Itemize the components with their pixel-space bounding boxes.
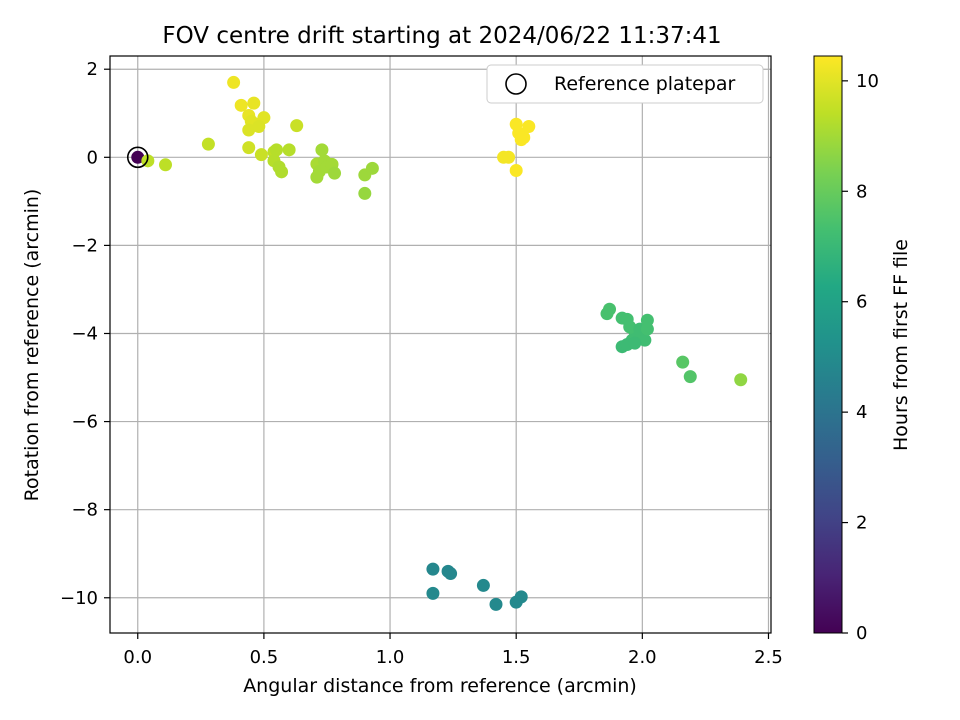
colorbar-tick-label: 6 — [856, 292, 867, 313]
scatter-point — [476, 578, 490, 592]
scatter-point — [444, 567, 458, 581]
scatter-point — [275, 165, 289, 179]
scatter-point — [365, 161, 379, 175]
scatter-point — [315, 143, 329, 157]
scatter-point — [234, 98, 248, 112]
colorbar-tick-label: 2 — [856, 513, 867, 534]
scatter-point — [426, 586, 440, 600]
plot-frame — [109, 55, 772, 634]
scatter-point — [603, 302, 617, 316]
plot-area: 0.0 0.5 1.0 1.5 2.0 2.5 2 0 −2 −4 −6 −8 −10 — [60, 55, 783, 668]
scatter-point — [328, 166, 342, 180]
x-axis-label: Angular distance from reference (arcmin) — [243, 675, 637, 697]
scatter-point — [514, 590, 528, 604]
y-tick-label: −2 — [71, 235, 98, 256]
axis-ticks: 0.0 0.5 1.0 1.5 2.0 2.5 2 0 −2 −4 −6 −8 −10 — [60, 59, 783, 668]
scatter-point — [282, 143, 296, 157]
colorbar-tick-label: 10 — [856, 71, 879, 92]
colorbar-tick-label: 8 — [856, 181, 867, 202]
y-tick-label: 0 — [87, 147, 98, 168]
scatter-point — [242, 141, 256, 155]
chart-title: FOV centre drift starting at 2024/06/22 … — [162, 23, 721, 49]
scatter-point — [509, 164, 523, 178]
scatter-point — [252, 119, 266, 133]
colorbar-tick-label: 4 — [856, 402, 867, 423]
scatter-point — [683, 370, 697, 384]
scatter-point — [517, 130, 531, 144]
x-tick-label: 0.5 — [250, 647, 279, 668]
legend-label-reference: Reference platepar — [554, 73, 736, 95]
scatter-point — [227, 75, 241, 89]
scatter-points — [126, 75, 748, 611]
y-tick-label: −8 — [71, 500, 98, 521]
scatter-point — [247, 96, 261, 110]
scatter-point — [502, 150, 516, 164]
scatter-point — [640, 322, 654, 336]
scatter-point — [254, 148, 268, 162]
scatter-point — [426, 562, 440, 576]
legend-box — [486, 64, 764, 104]
legend-marker-reference — [505, 73, 527, 95]
x-tick-label: 1.5 — [502, 647, 531, 668]
legend: Reference platepar — [486, 64, 764, 104]
scatter-point — [628, 336, 642, 350]
y-tick-label: 2 — [87, 59, 98, 80]
x-tick-label: 1.0 — [376, 647, 405, 668]
colorbar-ticks: 0 2 4 6 8 10 — [842, 71, 879, 644]
scatter-point — [242, 123, 256, 137]
y-axis-label: Rotation from reference (arcmin) — [21, 189, 43, 502]
scatter-point — [270, 143, 284, 157]
colorbar-tick-label: 0 — [856, 623, 867, 644]
y-tick-label: −6 — [71, 412, 98, 433]
scatter-point — [290, 119, 304, 133]
scatter-point — [358, 186, 372, 200]
scatter-point — [310, 170, 324, 184]
colorbar: 0 2 4 6 8 10 Hours from first FF file — [813, 55, 912, 644]
scatter-point — [522, 119, 536, 133]
y-tick-label: −10 — [60, 588, 98, 609]
scatter-point — [489, 597, 503, 611]
reference-platepar-marker — [126, 146, 149, 169]
x-tick-label: 2.0 — [628, 647, 657, 668]
scatter-point — [159, 158, 173, 172]
scatter-point — [201, 137, 215, 151]
scatter-point — [734, 373, 748, 387]
x-tick-label: 2.5 — [754, 647, 783, 668]
scatter-point — [638, 333, 652, 347]
x-tick-label: 0.0 — [123, 647, 152, 668]
y-tick-label: −4 — [71, 323, 98, 344]
colorbar-gradient — [813, 55, 843, 634]
colorbar-label: Hours from first FF file — [890, 239, 912, 451]
scatter-point — [676, 355, 690, 369]
scatter-point — [131, 150, 145, 164]
